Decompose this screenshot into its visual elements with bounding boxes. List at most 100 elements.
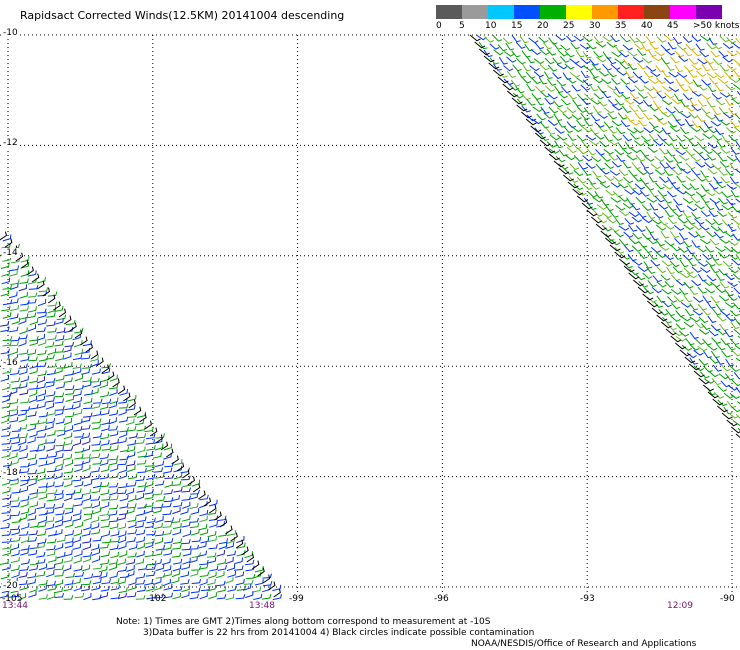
- wind-barb: [28, 530, 38, 536]
- wind-barb: [709, 198, 720, 205]
- wind-barb: [29, 419, 40, 426]
- wind-barb: [709, 77, 719, 85]
- wind-barb: [688, 57, 699, 65]
- wind-barb: [723, 112, 734, 119]
- wind-barb: [55, 375, 65, 382]
- wind-barb: [643, 70, 654, 78]
- wind-barb: [588, 139, 600, 146]
- wind-barb: [36, 333, 45, 341]
- wind-barb: [588, 83, 598, 92]
- wind-barb: [10, 458, 19, 466]
- wind-barb: [209, 521, 218, 528]
- wind-barb: [611, 161, 622, 168]
- wind-barb: [207, 584, 217, 592]
- wind-barb: [554, 85, 564, 94]
- wind-barb: [547, 64, 558, 72]
- wind-barb: [92, 410, 102, 417]
- wind-barb: [643, 140, 655, 147]
- wind-barb: [556, 107, 567, 114]
- wind-barb: [655, 224, 667, 231]
- wind-barb: [647, 280, 657, 288]
- wind-barb: [556, 63, 568, 70]
- wind-barb: [0, 523, 10, 529]
- wind-barb: [702, 133, 713, 140]
- wind-barb: [678, 330, 689, 337]
- wind-barb: [674, 64, 684, 73]
- wind-barb: [672, 252, 682, 260]
- wind-barb: [732, 302, 740, 310]
- wind-barb: [45, 423, 54, 431]
- wind-barb: [128, 432, 138, 439]
- flagged-barb: [497, 76, 509, 84]
- wind-barb: [225, 593, 235, 601]
- wind-barb: [81, 564, 91, 572]
- wind-barb: [685, 175, 696, 182]
- wind-barb: [624, 141, 634, 149]
- wind-barb: [189, 570, 199, 577]
- wind-barb: [251, 586, 262, 593]
- wind-barb: [695, 191, 707, 198]
- wind-barb: [562, 113, 573, 120]
- wind-barb: [632, 98, 644, 105]
- wind-barb: [577, 147, 587, 155]
- wind-barb: [641, 57, 653, 64]
- wind-barb: [580, 84, 591, 91]
- wind-barb: [618, 210, 630, 217]
- wind-barb: [182, 501, 191, 509]
- wind-barb: [701, 308, 711, 316]
- flagged-barb: [182, 469, 190, 479]
- wind-barb: [654, 155, 665, 163]
- wind-barb: [600, 155, 611, 162]
- wind-barb: [545, 127, 556, 135]
- wind-barb: [669, 125, 681, 133]
- wind-barb: [693, 349, 704, 356]
- wind-barb: [109, 397, 119, 405]
- wind-barb: [688, 98, 698, 106]
- wind-barb: [137, 503, 147, 509]
- flagged-barb: [273, 588, 281, 598]
- flagged-barb: [618, 258, 630, 266]
- wind-barb: [27, 536, 38, 542]
- flagged-barb: [203, 497, 212, 507]
- wind-barb: [724, 273, 735, 281]
- wind-barb: [614, 58, 625, 64]
- wind-barb: [647, 49, 657, 57]
- wind-barb: [629, 147, 641, 154]
- wind-barb: [547, 93, 558, 100]
- wind-barb: [661, 288, 672, 295]
- wind-barb: [544, 57, 555, 65]
- wind-barb: [1, 277, 11, 285]
- wind-barb: [46, 458, 56, 466]
- wind-barb: [92, 432, 103, 439]
- wind-barb: [36, 571, 46, 577]
- wind-barb: [235, 571, 245, 578]
- wind-barb: [582, 126, 593, 133]
- wind-barb: [666, 149, 676, 157]
- wind-barb: [207, 530, 217, 538]
- wind-barb: [521, 105, 531, 113]
- wind-barb: [710, 324, 721, 332]
- wind-barb: [170, 495, 180, 502]
- wind-barb: [539, 133, 550, 141]
- wind-barb: [82, 503, 93, 509]
- wind-barb: [610, 63, 621, 71]
- wind-barb: [155, 515, 164, 523]
- wind-barb: [722, 56, 733, 63]
- wind-barb: [118, 542, 127, 550]
- wind-barb: [737, 225, 740, 230]
- wind-barb: [634, 85, 645, 92]
- wind-barb: [54, 340, 64, 347]
- wind-barb: [72, 476, 83, 482]
- wind-barb: [731, 349, 740, 357]
- wind-barb: [732, 273, 740, 280]
- wind-barb: [656, 266, 667, 274]
- flagged-barb: [693, 370, 705, 378]
- wind-barb: [217, 515, 227, 522]
- wind-barb: [628, 169, 638, 177]
- wind-barb: [657, 190, 668, 197]
- wind-barb: [119, 430, 128, 438]
- wind-barb: [91, 528, 101, 535]
- wind-barb: [18, 513, 27, 521]
- wind-barb: [135, 475, 145, 482]
- wind-barb: [46, 409, 56, 416]
